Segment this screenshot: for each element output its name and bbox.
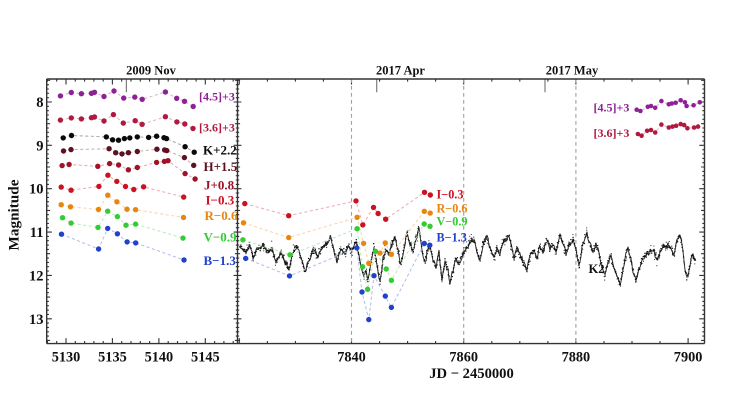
svg-text:7880: 7880	[562, 350, 591, 366]
svg-text:2017 Apr: 2017 Apr	[376, 64, 425, 78]
svg-text:K+2.2: K+2.2	[203, 142, 237, 157]
svg-text:2017 May: 2017 May	[546, 64, 599, 78]
svg-text:[4.5]+3: [4.5]+3	[199, 90, 235, 104]
svg-text:R−0.6: R−0.6	[205, 208, 239, 223]
svg-text:5140: 5140	[145, 350, 174, 366]
svg-text:12: 12	[29, 268, 44, 284]
svg-text:7860: 7860	[449, 350, 478, 366]
svg-text:5145: 5145	[191, 350, 220, 366]
svg-text:7900: 7900	[674, 350, 703, 366]
svg-text:5130: 5130	[52, 350, 81, 366]
svg-text:R−0.6: R−0.6	[437, 202, 468, 216]
svg-text:I−0.3: I−0.3	[437, 187, 464, 201]
svg-text:Magnitude: Magnitude	[5, 179, 22, 250]
svg-text:5135: 5135	[98, 350, 127, 366]
svg-text:7840: 7840	[337, 350, 366, 366]
svg-text:H+1.5: H+1.5	[204, 159, 238, 174]
svg-text:B−1.3: B−1.3	[204, 253, 237, 268]
svg-text:V−0.9: V−0.9	[204, 229, 238, 244]
svg-text:8: 8	[36, 95, 43, 111]
svg-text:I−0.3: I−0.3	[206, 192, 235, 207]
svg-text:9: 9	[36, 138, 43, 154]
svg-text:[3.6]+3: [3.6]+3	[199, 120, 235, 134]
svg-text:[4.5]+3: [4.5]+3	[594, 101, 630, 115]
svg-text:11: 11	[30, 225, 44, 241]
svg-text:10: 10	[29, 182, 44, 198]
svg-text:JD − 2450000: JD − 2450000	[429, 366, 514, 382]
svg-text:K2: K2	[588, 262, 604, 276]
svg-text:[3.6]+3: [3.6]+3	[594, 126, 630, 140]
svg-text:B−1.3: B−1.3	[437, 231, 467, 245]
svg-text:2009 Nov: 2009 Nov	[126, 64, 176, 78]
svg-text:V−0.9: V−0.9	[437, 214, 468, 228]
svg-text:13: 13	[29, 312, 44, 328]
svg-text:J+0.8: J+0.8	[204, 177, 235, 192]
